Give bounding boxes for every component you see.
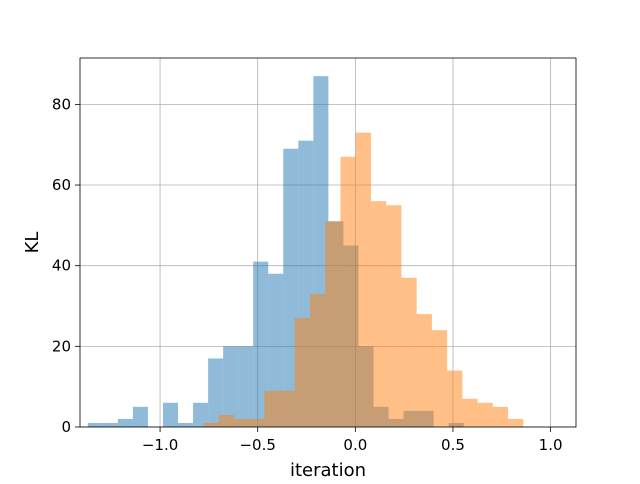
histogram-bar (325, 221, 341, 427)
histogram-bar (508, 418, 524, 427)
histogram-bar (238, 346, 254, 427)
y-tick-label: 40 (52, 257, 71, 275)
histogram-bar (294, 318, 311, 427)
x-tick-label: 1.0 (539, 436, 563, 454)
histogram-bar (462, 398, 478, 427)
y-tick-label: 0 (61, 418, 71, 436)
histogram-bar (203, 422, 219, 427)
histogram-bar (310, 293, 326, 427)
x-tick-label: −1.0 (142, 436, 178, 454)
y-axis-label: KL (22, 232, 43, 254)
histogram-bar (416, 314, 432, 427)
histogram-bar (268, 273, 284, 427)
x-tick-label: −0.5 (239, 436, 275, 454)
x-tick-label: 0.0 (343, 436, 367, 454)
histogram-bar (87, 422, 103, 427)
histogram-bar (279, 390, 295, 427)
y-tick-label: 80 (52, 95, 71, 113)
histogram-bar (162, 402, 179, 427)
histogram-bar (340, 156, 356, 427)
plot-frame (79, 57, 577, 428)
histogram-bar (253, 261, 269, 427)
series-2 (203, 132, 524, 427)
histogram-bar (370, 201, 387, 427)
histogram-bar (249, 418, 265, 427)
x-axis-label: iteration (290, 460, 366, 480)
histogram-bar (223, 346, 239, 427)
histogram-bar (447, 370, 463, 427)
histogram-bar (233, 418, 250, 427)
histogram-bar (355, 132, 371, 427)
histogram-bar (193, 402, 209, 427)
histogram-bar (283, 148, 299, 427)
histogram-bar (401, 277, 417, 427)
x-tick-label: 0.5 (441, 436, 465, 454)
histogram-bar (117, 418, 133, 427)
axis-ticks: −1.0 −0.5 0.0 0.5 1.0 0 20 40 60 80 (52, 95, 563, 454)
histogram-bars (87, 76, 524, 428)
y-tick-label: 20 (52, 337, 71, 355)
histogram-bar (178, 422, 194, 427)
histogram-bar (132, 406, 148, 427)
histogram-bar (431, 330, 448, 427)
histogram-bar (218, 414, 234, 427)
y-tick-label: 60 (52, 176, 71, 194)
histogram-bar (477, 402, 493, 427)
histogram-bar (264, 390, 280, 427)
histogram-bar (208, 358, 224, 427)
histogram-bar (492, 406, 509, 427)
histogram-bar (386, 205, 402, 427)
histogram-bar (102, 422, 118, 427)
